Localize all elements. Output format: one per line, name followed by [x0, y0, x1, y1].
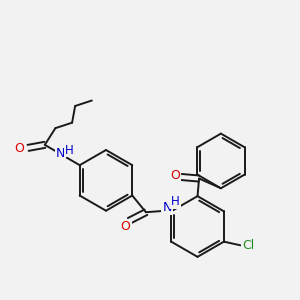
Text: O: O: [15, 142, 25, 155]
Text: N: N: [163, 201, 172, 214]
Text: O: O: [121, 220, 130, 233]
Text: Cl: Cl: [242, 239, 254, 252]
Text: H: H: [171, 195, 180, 208]
Text: N: N: [56, 147, 65, 161]
Text: H: H: [65, 143, 74, 157]
Text: O: O: [170, 169, 180, 182]
